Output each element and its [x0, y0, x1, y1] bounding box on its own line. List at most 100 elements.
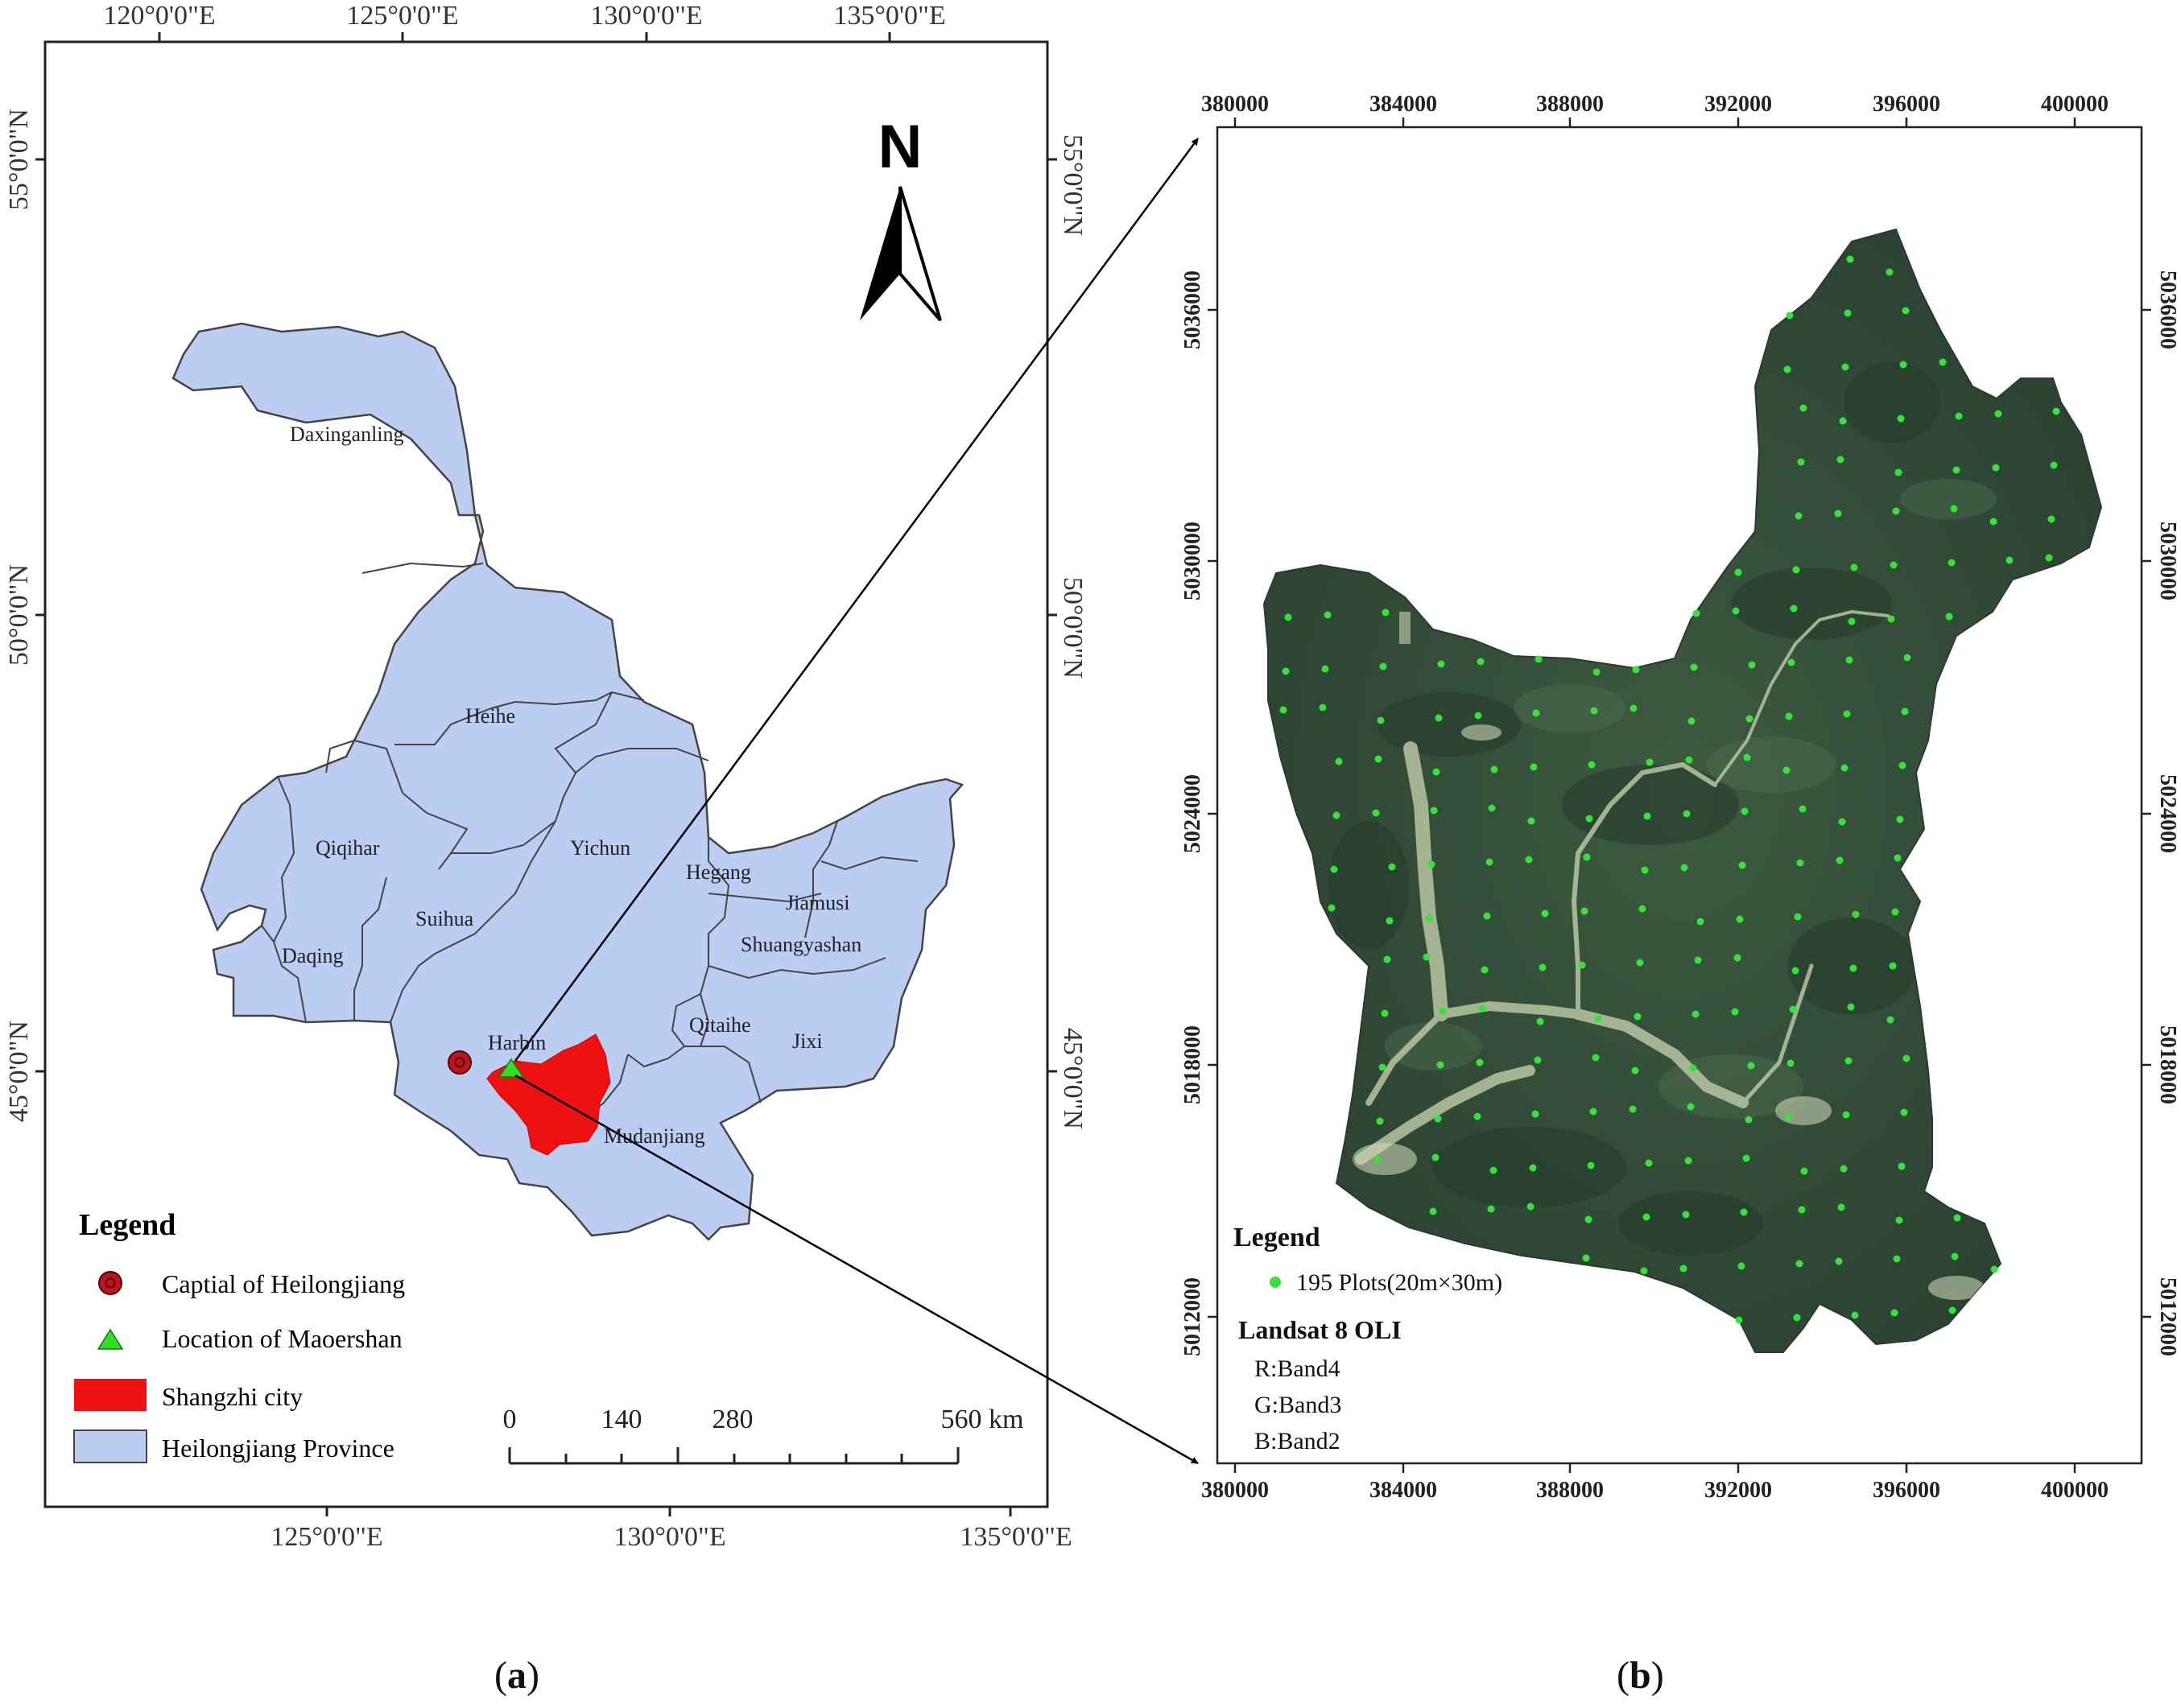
sample-plot-point — [1381, 1009, 1389, 1017]
northing-right-5024000: 5024000 — [2155, 774, 2180, 853]
sample-plot-point — [1838, 818, 1846, 826]
scale-label-560: 560 km — [941, 1405, 1024, 1434]
sample-plot-point — [1646, 758, 1654, 766]
sample-plot-point — [1895, 1216, 1903, 1224]
sample-plot-point — [1891, 908, 1899, 916]
sample-plot-point — [1886, 268, 1894, 276]
sample-plot-point — [1485, 858, 1493, 866]
sample-plot-point — [1376, 1117, 1384, 1125]
sample-plot-point — [1434, 1115, 1442, 1123]
sample-plot-point — [1737, 1262, 1745, 1270]
sample-plot-point — [1578, 961, 1586, 969]
panel-b: 380000 384000 388000 392000 396000 40000… — [1180, 92, 2180, 1503]
sample-plot-point — [1852, 910, 1860, 918]
plot-symbol-icon — [1270, 1277, 1281, 1288]
legend-a-item-capital: Captial of Heilongjiang — [98, 1269, 405, 1298]
sample-plot-point — [1680, 864, 1688, 872]
sample-plot-point — [1896, 815, 1904, 823]
graticule-ticks — [35, 32, 1057, 1516]
sample-plot-point — [2050, 461, 2058, 469]
sample-plot-point — [1955, 412, 1963, 420]
sample-plot-point — [1733, 954, 1741, 962]
sample-plot-point — [1489, 1166, 1497, 1174]
sample-plot-point — [1845, 656, 1853, 664]
sample-plot-point — [1901, 708, 1909, 716]
sample-plot-point — [1689, 1064, 1697, 1072]
sample-plot-point — [1592, 1054, 1600, 1062]
region-label-suihua: Suihua — [415, 907, 474, 930]
sample-plot-point — [1742, 1154, 1750, 1162]
sample-plot-point — [1747, 1062, 1755, 1070]
sample-plot-point — [1945, 613, 1953, 621]
sample-plot-point — [1641, 866, 1649, 874]
sample-plot-point — [1890, 1309, 1898, 1317]
region-label-qitaihe: Qitaihe — [689, 1013, 751, 1037]
sample-plot-point — [1377, 716, 1385, 724]
sample-plot-point — [1840, 764, 1848, 772]
legend-a-label-maoershan: Location of Maoershan — [162, 1324, 403, 1353]
sample-plot-point — [1836, 856, 1844, 864]
easting-bottom-392000: 392000 — [1704, 1478, 1772, 1503]
sample-plot-point — [1734, 568, 1742, 576]
legend-b-title: Legend — [1233, 1223, 1320, 1252]
sample-plot-point — [1580, 907, 1588, 915]
region-label-daqing: Daqing — [282, 944, 344, 967]
sample-plot-point — [1437, 660, 1445, 668]
sample-plot-point — [1379, 662, 1387, 670]
region-label-heihe: Heihe — [465, 704, 515, 728]
sample-plot-point — [1679, 1264, 1687, 1273]
legend-b-band-g: G:Band3 — [1254, 1392, 1341, 1418]
north-arrow-icon: N — [860, 113, 942, 322]
region-label-harbin: Harbin — [488, 1031, 546, 1054]
easting-bottom-388000: 388000 — [1536, 1478, 1604, 1503]
prefecture-boundaries — [261, 562, 919, 1137]
capital-symbol-icon — [98, 1271, 122, 1295]
sample-plot-point — [1989, 518, 1997, 526]
easting-top-380000: 380000 — [1201, 92, 1269, 117]
north-label: N — [878, 113, 923, 181]
heilongjiang-province — [171, 322, 965, 1241]
legend-a-item-shangzhi: Shangzhi city — [74, 1379, 303, 1411]
sample-plot-point — [1590, 707, 1598, 715]
region-label-mudanjiang: Mudanjiang — [604, 1124, 705, 1148]
sample-plot-point — [1740, 1208, 1748, 1216]
sample-plot-point — [1481, 966, 1489, 974]
sample-plot-point — [1636, 959, 1644, 967]
sample-plot-point — [1374, 755, 1382, 763]
sample-plot-point — [1282, 667, 1290, 675]
sample-plot-point — [1332, 811, 1340, 819]
maoershan-marker-icon — [498, 1058, 525, 1078]
sample-plot-point — [1645, 1159, 1653, 1167]
sample-plot-point — [1279, 706, 1287, 714]
sample-plot-point — [1840, 1165, 1848, 1173]
legend-a-label-province: Heilongjiang Province — [162, 1434, 394, 1463]
sample-plot-point — [2045, 554, 2053, 562]
sample-plot-point — [1584, 1215, 1592, 1223]
lon-label-bottom-125: 125°0'0"E — [271, 1522, 382, 1552]
sample-plot-point — [1886, 1016, 1894, 1024]
northing-right-5030000: 5030000 — [2155, 522, 2180, 600]
sample-plot-point — [1378, 1063, 1386, 1071]
region-label-qiqihar: Qiqihar — [316, 836, 380, 860]
province-swatch — [73, 1430, 147, 1463]
sample-plot-point — [1473, 1112, 1481, 1120]
sample-plot-point — [1386, 917, 1394, 925]
sample-plot-point — [1899, 361, 1907, 369]
sample-plot-point — [1324, 611, 1332, 619]
sample-plot-point — [1844, 1057, 1853, 1065]
sample-plot-point — [1478, 1005, 1486, 1013]
sample-plot-point — [1488, 804, 1496, 812]
sample-plot-point — [1638, 905, 1646, 913]
easting-bottom-384000: 384000 — [1369, 1478, 1437, 1503]
northing-right-5012000: 5012000 — [2155, 1277, 2180, 1356]
sample-plot-point — [1898, 761, 1906, 769]
sample-plot-point — [1903, 654, 1911, 662]
sample-plot-point — [1893, 1255, 1901, 1263]
sample-plot-point — [2047, 515, 2055, 523]
region-label-yichun: Yichun — [570, 836, 630, 860]
sample-plot-point — [1534, 1056, 1542, 1064]
sample-plot-point — [1425, 914, 1433, 922]
easting-top-392000: 392000 — [1704, 92, 1772, 117]
sample-plot-point — [1950, 505, 1958, 513]
